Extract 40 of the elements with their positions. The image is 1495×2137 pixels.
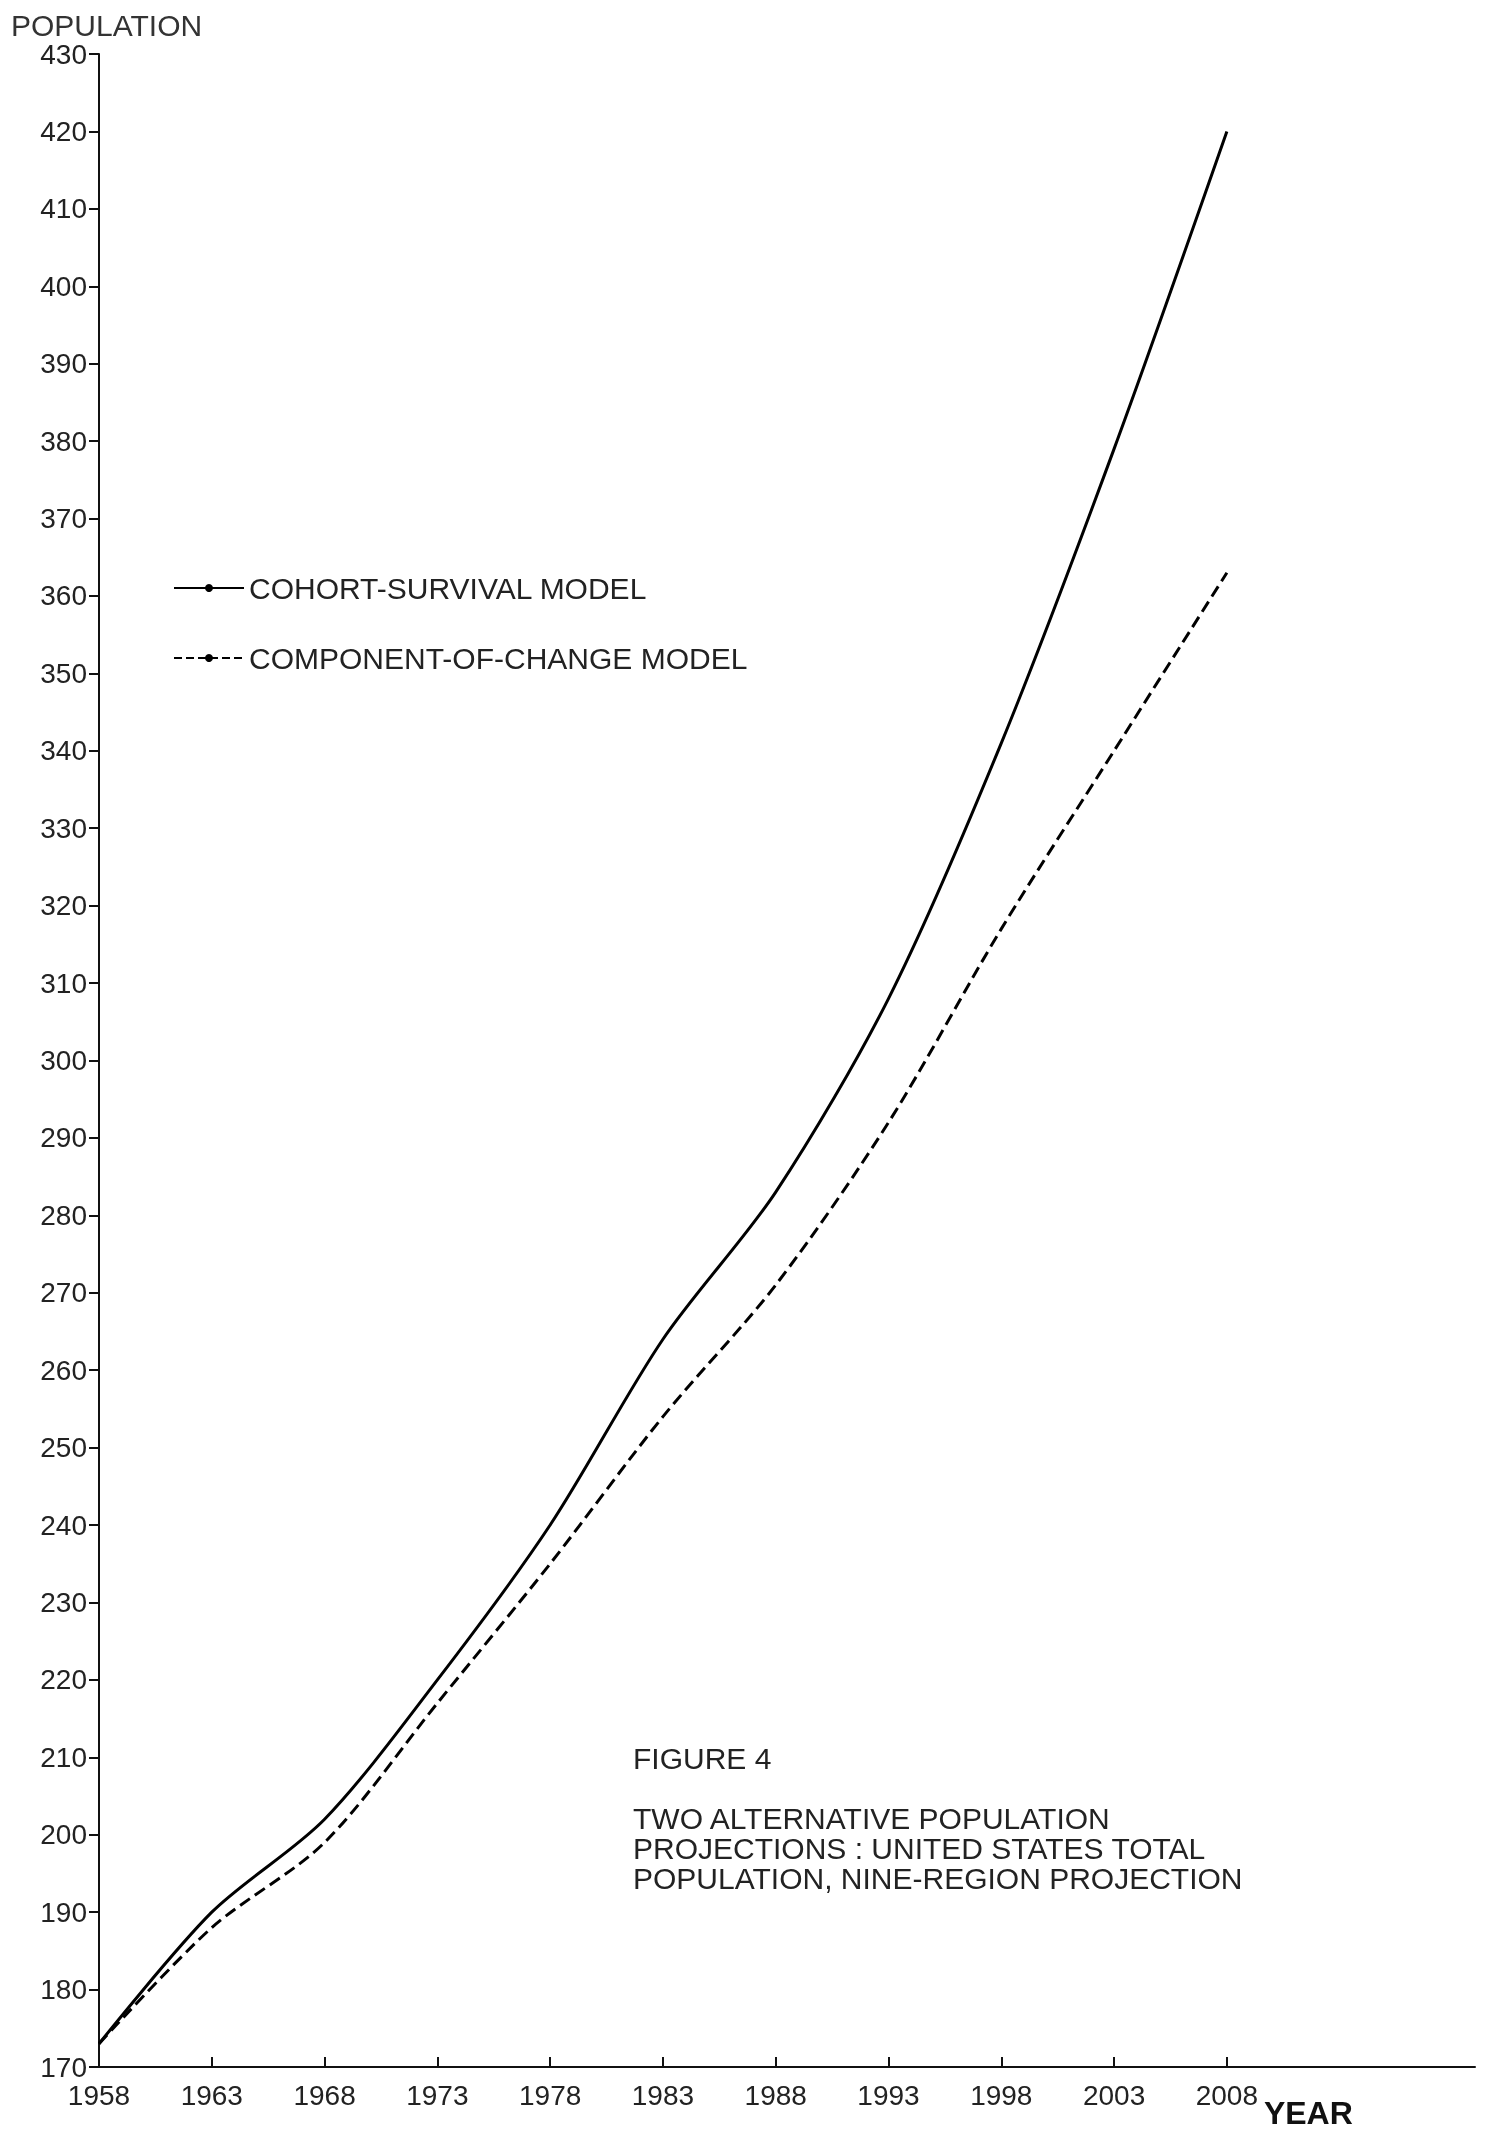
y-tick-label: 230 xyxy=(40,1586,87,1618)
x-tick-label: 1993 xyxy=(857,2079,920,2111)
x-tick-label: 1983 xyxy=(631,2079,695,2111)
x-tick-label: 2003 xyxy=(1082,2079,1146,2111)
y-tick-label: 220 xyxy=(40,1664,87,1696)
y-tick-label: 240 xyxy=(40,1509,87,1541)
x-tick-label: 1973 xyxy=(406,2079,469,2111)
y-tick-label: 410 xyxy=(40,193,87,225)
text: FIGURE 4 xyxy=(633,1741,772,1775)
x-axis-title: YEAR xyxy=(1263,2095,1353,2131)
y-tick-label: 330 xyxy=(40,812,87,844)
y-tick-label: 270 xyxy=(40,1277,87,1309)
x-tick-label: 2008 xyxy=(1195,2079,1259,2111)
y-tick-label: 180 xyxy=(40,1974,87,2006)
legend-label: COHORT-SURVIVAL MODEL xyxy=(249,571,647,605)
y-tick-label: 300 xyxy=(40,1045,87,1076)
x-tick-label: 1978 xyxy=(519,2079,582,2111)
y-tick-label: 200 xyxy=(40,1819,87,1851)
y-tick-label: 420 xyxy=(40,115,87,147)
y-tick-label: 310 xyxy=(40,967,87,999)
y-tick-label: 380 xyxy=(40,425,87,457)
x-tick-label: 1968 xyxy=(293,2079,356,2111)
text: TWO ALTERNATIVE POPULATION PROJECTIONS : UNITED STATES TOTAL POPULATION, NINE-REGION PROJECTION xyxy=(633,1801,1243,1895)
legend-label: COMPONENT-OF-CHANGE MODEL xyxy=(249,641,748,675)
y-tick-label: 360 xyxy=(40,580,87,612)
y-tick-label: 320 xyxy=(40,890,87,922)
y-tick-label: 370 xyxy=(40,503,87,535)
y-tick-label: 340 xyxy=(40,735,87,767)
y-tick-label: 390 xyxy=(40,348,87,380)
y-tick-label: 210 xyxy=(40,1741,87,1773)
x-tick-label: 1988 xyxy=(744,2079,807,2111)
y-tick-label: 350 xyxy=(40,657,87,689)
y-tick-label: 400 xyxy=(40,270,87,302)
y-tick-label: 280 xyxy=(40,1199,87,1231)
y-tick-label: 260 xyxy=(40,1354,87,1386)
y-tick-label: 190 xyxy=(40,1896,87,1928)
x-tick-label: 1998 xyxy=(970,2079,1033,2111)
x-tick-label: 1963 xyxy=(180,2079,243,2111)
y-tick-label: 290 xyxy=(40,1122,87,1154)
y-tick-label: 250 xyxy=(40,1432,87,1464)
